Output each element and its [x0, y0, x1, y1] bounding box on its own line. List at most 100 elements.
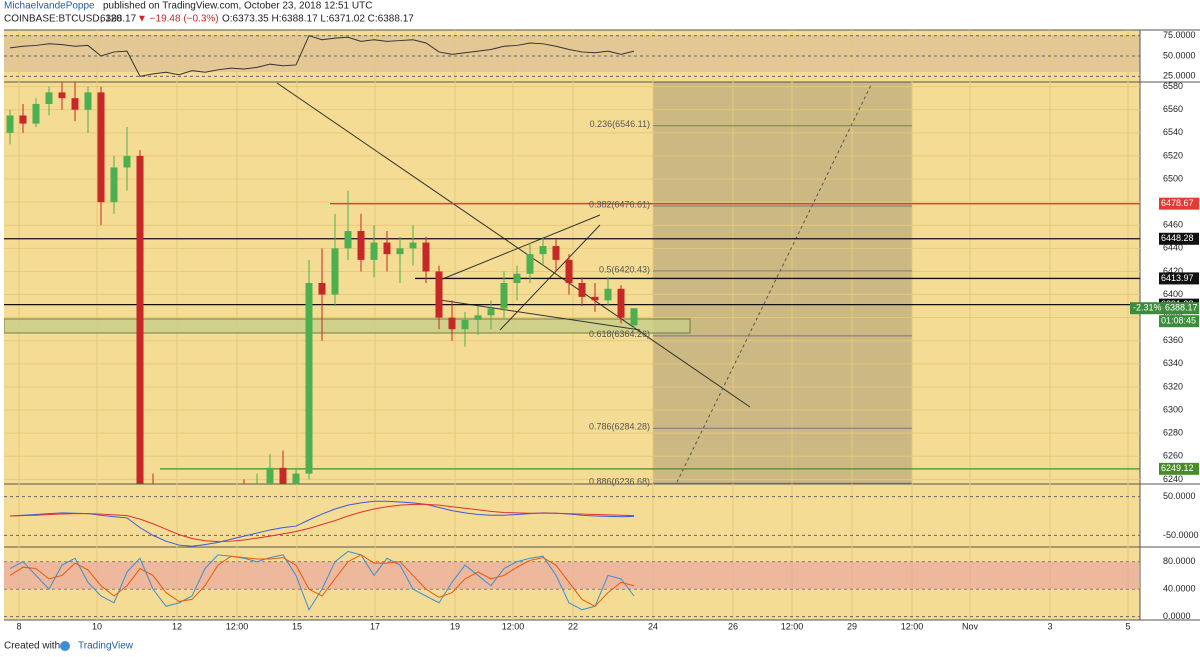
indicator-line — [9, 550, 635, 611]
trendline — [439, 214, 601, 281]
price-tag-label: 6413.97 — [1161, 273, 1194, 283]
price-tag-label: 6448.28 — [1161, 233, 1194, 243]
main-pane — [4, 82, 1140, 484]
indicator-tick-label: 0.0000 — [1163, 611, 1191, 621]
indicator-tick-label: 75.0000 — [1163, 30, 1196, 40]
countdown: 01:08:45 — [1161, 316, 1196, 326]
y-tick-label: 6500 — [1163, 173, 1183, 183]
candle-body — [305, 283, 313, 474]
x-tick-label: 24 — [648, 621, 658, 631]
candle-body — [487, 308, 495, 316]
last-price: 6388.17 — [100, 14, 137, 25]
trendline — [276, 82, 751, 408]
indicator-line — [9, 554, 635, 607]
y-tick-label: 6420 — [1163, 266, 1183, 276]
x-tick-label: 26 — [728, 621, 738, 631]
y-tick-label: 6320 — [1163, 381, 1183, 391]
indicator-tick-label: 50.0000 — [1163, 50, 1196, 60]
price-tag — [1159, 272, 1199, 285]
projection-box — [653, 82, 912, 484]
candle-body — [409, 242, 417, 249]
candle-body — [396, 248, 404, 255]
fib-label: 0.5(6420.43) — [599, 264, 650, 274]
price-tag — [1159, 232, 1199, 245]
x-tick-label: 12:00 — [502, 621, 525, 631]
trendline — [499, 224, 601, 331]
x-tick-label: 22 — [568, 621, 578, 631]
candle-body — [110, 167, 118, 203]
candle-body — [526, 254, 534, 274]
price-tag — [1159, 197, 1199, 210]
footer-brand: TradingView — [78, 641, 134, 652]
x-tick-label: 12:00 — [901, 621, 924, 631]
x-tick-label: 12 — [172, 621, 182, 631]
candle-body — [84, 92, 92, 110]
y-tick-label: 6440 — [1163, 243, 1183, 253]
x-tick-label: 15 — [292, 621, 302, 631]
candle-body — [500, 283, 508, 309]
y-tick-label: 6460 — [1163, 220, 1183, 230]
candle-body — [344, 231, 352, 249]
candle-body — [19, 115, 27, 124]
price-tag-label: 6478.67 — [1161, 198, 1194, 208]
rsi-band — [4, 35, 1140, 72]
candle-body — [123, 155, 131, 168]
candle-body — [513, 273, 521, 283]
y-tick-label: 6580 — [1163, 81, 1183, 91]
brand-icon — [60, 641, 70, 651]
stoch-band — [4, 561, 1140, 590]
candle-body — [58, 92, 66, 99]
last-change: -2.31% — [1133, 303, 1162, 313]
last-price-tag: 6388.17 — [1165, 303, 1198, 313]
projection — [676, 82, 873, 483]
x-tick-label: 12:00 — [781, 621, 804, 631]
fib-label: 0.236(6546.11) — [590, 119, 650, 129]
candle-body — [591, 296, 599, 301]
x-tick-label: Nov — [962, 621, 979, 631]
indicator-tick-label: 50.0000 — [1163, 491, 1196, 501]
price-tag — [1159, 462, 1199, 475]
candle-body — [578, 283, 586, 297]
x-tick-label: 19 — [450, 621, 460, 631]
ohlc: O:6373.35 H:6388.17 L:6371.02 C:6388.17 — [222, 14, 414, 25]
y-tick-label: 6240 — [1163, 474, 1183, 484]
y-tick-label: 6260 — [1163, 451, 1183, 461]
y-tick-label: 6280 — [1163, 428, 1183, 438]
countdown-tag — [1159, 315, 1199, 328]
y-tick-label: 6540 — [1163, 127, 1183, 137]
candle-body — [422, 242, 430, 272]
candle-body — [539, 246, 547, 255]
candle-body — [279, 467, 287, 484]
candle-body — [45, 92, 53, 104]
indicator-tick-label: -50.0000 — [1163, 530, 1199, 540]
y-tick-label: 6360 — [1163, 335, 1183, 345]
footer-created: Created with — [4, 641, 60, 652]
candle-body — [383, 242, 391, 255]
x-tick-label: 5 — [1125, 621, 1130, 631]
candle-body — [604, 288, 612, 301]
candle-body — [461, 319, 469, 330]
candle-body — [331, 248, 339, 295]
fib-label: 0.618(6364.26) — [589, 329, 650, 339]
support-zone — [4, 318, 691, 334]
candle-body — [357, 231, 365, 260]
candle-body — [6, 115, 14, 133]
candle-body — [435, 271, 443, 318]
y-tick-label: 6400 — [1163, 289, 1183, 299]
y-tick-label: 6340 — [1163, 358, 1183, 368]
x-tick-label: 8 — [16, 621, 21, 631]
author: MichaelvandePoppe — [4, 1, 95, 12]
x-tick-label: 10 — [92, 621, 102, 631]
candle-body — [370, 242, 378, 260]
x-tick-label: 17 — [370, 621, 380, 631]
candle-body — [617, 288, 625, 318]
fib-label: 0.786(6284.28) — [589, 422, 650, 432]
indicator-line — [9, 503, 635, 543]
indicator-tick-label: 80.0000 — [1163, 556, 1196, 566]
candle-body — [474, 315, 482, 320]
x-tick-label: 29 — [847, 621, 857, 631]
x-tick-label: 3 — [1047, 621, 1052, 631]
candle-body — [565, 259, 573, 283]
candle-body — [32, 103, 40, 124]
